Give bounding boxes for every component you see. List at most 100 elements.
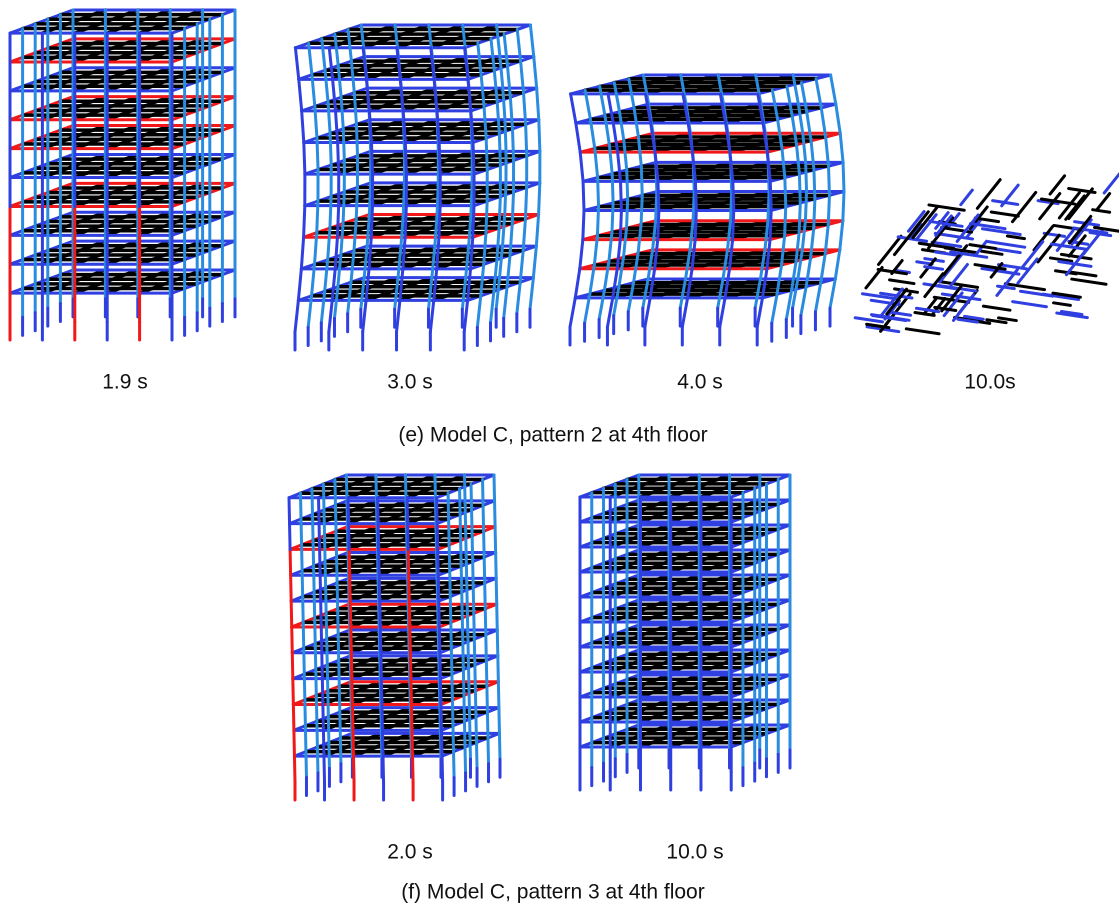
member <box>991 212 1018 216</box>
member <box>469 708 470 734</box>
member <box>341 97 343 129</box>
member <box>461 540 462 566</box>
member <box>343 192 344 224</box>
member <box>430 300 433 332</box>
member <box>329 743 330 769</box>
frame-label: 10.0 s <box>666 841 723 864</box>
member <box>770 181 771 210</box>
member <box>299 79 302 111</box>
member <box>330 197 331 229</box>
member <box>466 553 467 579</box>
member <box>348 498 349 524</box>
member <box>641 195 642 224</box>
member <box>815 283 820 312</box>
member <box>695 181 696 210</box>
member <box>293 679 294 705</box>
member <box>353 756 354 782</box>
member <box>1093 210 1110 213</box>
member <box>533 246 536 278</box>
member <box>343 129 344 161</box>
member <box>484 531 485 557</box>
member <box>467 578 468 604</box>
member <box>1097 194 1110 210</box>
member <box>473 206 474 238</box>
member <box>840 133 843 162</box>
member <box>323 484 324 510</box>
member <box>312 489 313 515</box>
member <box>353 730 354 756</box>
member <box>319 524 320 550</box>
member <box>835 250 840 279</box>
member <box>356 187 357 219</box>
member <box>339 686 340 712</box>
member <box>405 143 406 175</box>
member <box>510 97 512 129</box>
member <box>441 704 442 730</box>
member <box>473 587 474 613</box>
frame-label: 10.0s <box>964 371 1015 394</box>
member <box>440 679 441 705</box>
member <box>534 57 537 89</box>
member <box>460 514 461 540</box>
member <box>645 298 650 327</box>
member <box>468 656 469 682</box>
member <box>335 480 336 506</box>
member <box>349 524 350 550</box>
member <box>799 174 800 203</box>
member <box>292 627 293 653</box>
member <box>575 269 580 298</box>
member <box>338 609 339 635</box>
member <box>475 665 476 691</box>
member <box>491 291 494 323</box>
member <box>328 691 329 717</box>
member <box>915 312 934 315</box>
member <box>410 627 411 653</box>
frame-model <box>289 475 500 800</box>
member <box>327 665 328 691</box>
member <box>536 215 538 247</box>
member <box>295 300 298 332</box>
member <box>499 733 500 759</box>
member <box>382 704 383 730</box>
member <box>530 278 533 310</box>
member <box>410 653 411 679</box>
frame-model <box>580 475 790 790</box>
member <box>327 639 328 665</box>
member <box>313 514 314 540</box>
member <box>463 644 464 670</box>
member <box>1054 303 1071 306</box>
member <box>598 178 599 207</box>
member <box>497 102 499 134</box>
member <box>337 583 338 609</box>
member <box>720 298 725 327</box>
member <box>320 575 321 601</box>
member <box>323 704 324 730</box>
member <box>294 730 295 756</box>
member <box>495 527 496 553</box>
member <box>981 251 1002 254</box>
member <box>371 206 372 238</box>
member <box>437 498 438 524</box>
member <box>449 519 450 545</box>
member <box>450 571 451 597</box>
member <box>300 493 301 519</box>
member <box>656 192 657 221</box>
member <box>733 210 734 239</box>
member <box>316 670 317 696</box>
member <box>335 505 336 531</box>
member <box>403 183 404 215</box>
member <box>340 738 341 764</box>
member <box>439 601 440 627</box>
member <box>302 545 303 571</box>
member <box>378 498 379 524</box>
member <box>620 210 621 239</box>
member <box>305 700 306 726</box>
member <box>840 221 843 250</box>
frame-model <box>570 75 844 345</box>
member <box>369 111 371 143</box>
member <box>505 183 506 215</box>
member <box>350 575 351 601</box>
member <box>731 192 732 221</box>
frame-model <box>295 25 540 350</box>
member <box>317 721 318 747</box>
